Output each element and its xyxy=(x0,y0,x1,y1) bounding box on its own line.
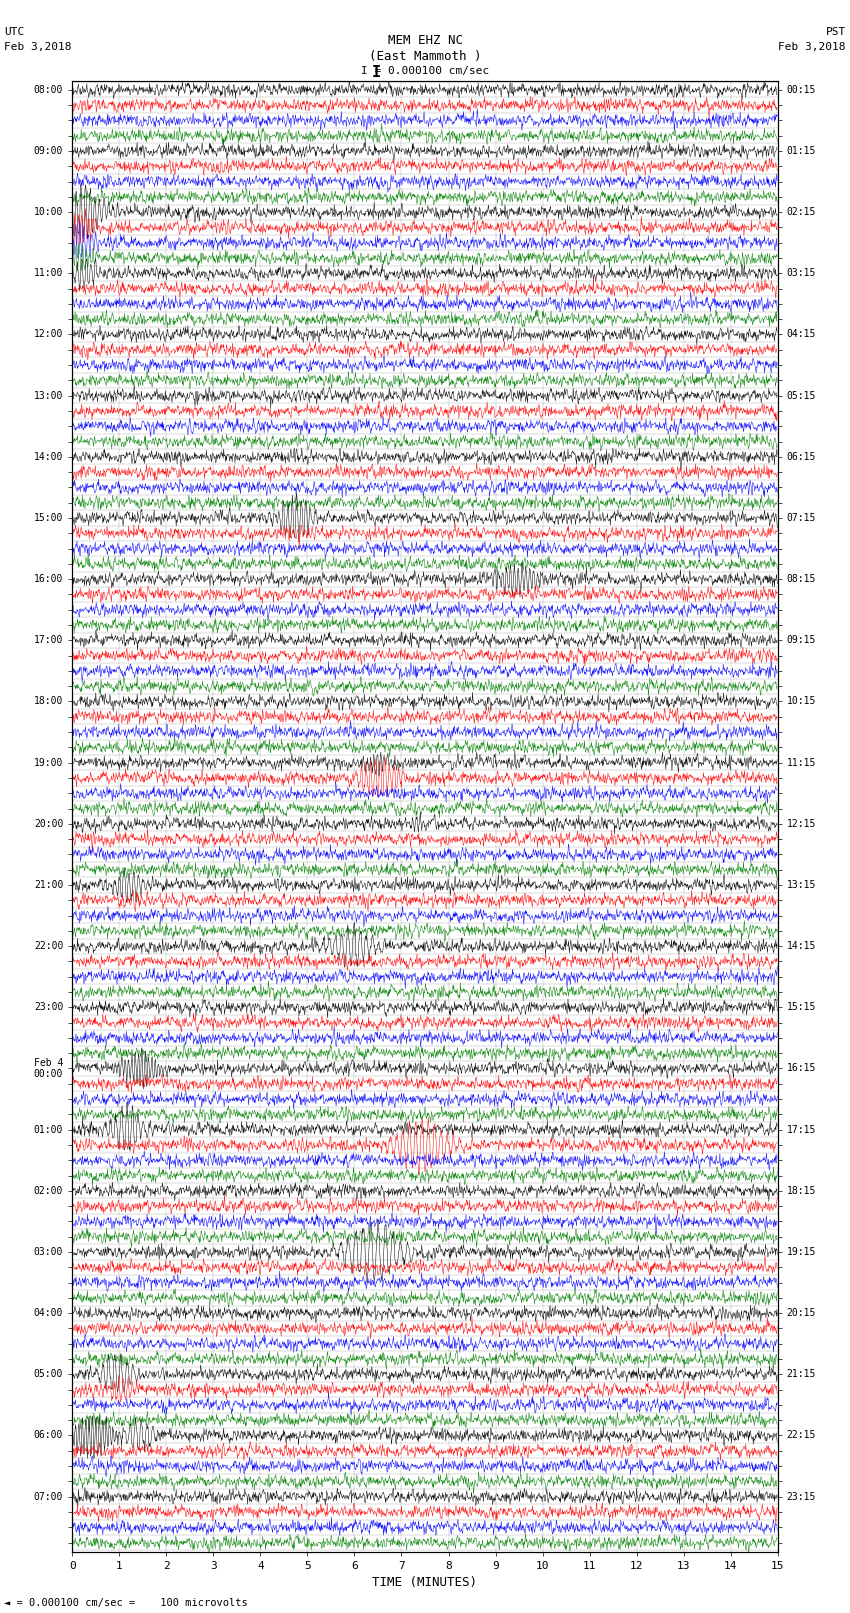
X-axis label: TIME (MINUTES): TIME (MINUTES) xyxy=(372,1576,478,1589)
Text: PST: PST xyxy=(825,27,846,37)
Text: Feb 3,2018: Feb 3,2018 xyxy=(779,42,846,52)
Text: Feb 3,2018: Feb 3,2018 xyxy=(4,42,71,52)
Text: I = 0.000100 cm/sec: I = 0.000100 cm/sec xyxy=(361,66,489,76)
Text: I: I xyxy=(372,65,381,79)
Text: (East Mammoth ): (East Mammoth ) xyxy=(369,50,481,63)
Text: ◄ = 0.000100 cm/sec =    100 microvolts: ◄ = 0.000100 cm/sec = 100 microvolts xyxy=(4,1598,248,1608)
Text: MEM EHZ NC: MEM EHZ NC xyxy=(388,34,462,47)
Text: UTC: UTC xyxy=(4,27,25,37)
